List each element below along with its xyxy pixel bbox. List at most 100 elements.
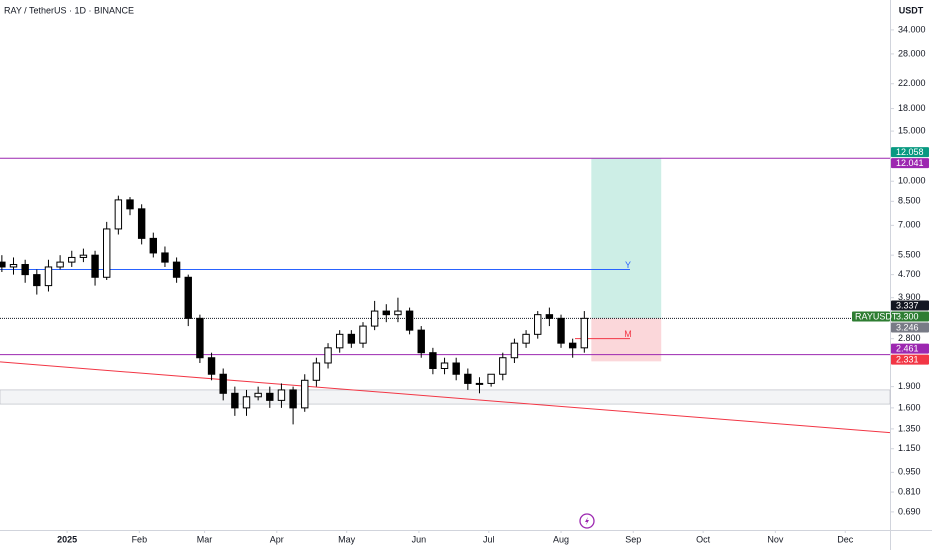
candle-body xyxy=(301,379,309,409)
candle-body xyxy=(242,396,251,409)
candle-body xyxy=(172,261,181,278)
symbol-badge xyxy=(852,311,890,322)
candle-body xyxy=(266,392,274,401)
candle-body xyxy=(324,347,332,364)
y-tick-label: 3.900 xyxy=(898,292,921,302)
candle-body xyxy=(417,329,425,354)
candle-body xyxy=(114,199,123,230)
price-badge-label: 12.041 xyxy=(896,158,924,168)
candle-body xyxy=(440,362,449,369)
price-badge xyxy=(891,354,929,365)
candle-body xyxy=(394,310,402,316)
candle-body xyxy=(580,317,589,349)
candle-body xyxy=(405,310,414,331)
flash-icon xyxy=(579,513,595,529)
labels-layer: 34.000 28.000 22.000 18.000 15.000 10.000 8.50… xyxy=(57,24,929,544)
y-tick-label: 8.500 xyxy=(898,196,921,206)
segment-label: M xyxy=(624,329,632,339)
candle-body xyxy=(126,199,134,210)
candle-body xyxy=(21,264,29,276)
price-badge-label: 3.246 xyxy=(896,322,919,332)
x-tick-label: Jul xyxy=(483,534,495,544)
price-badge xyxy=(891,311,929,322)
x-tick-label: 2025 xyxy=(57,534,77,544)
candle-body xyxy=(149,237,158,254)
candles-layer xyxy=(0,195,589,425)
candle-body xyxy=(522,333,530,344)
candle-body xyxy=(161,252,169,263)
x-tick-label: Jun xyxy=(412,534,427,544)
y-tick-label: 28.000 xyxy=(898,48,926,58)
candle-body xyxy=(499,357,507,375)
x-tick-label: May xyxy=(338,534,356,544)
candle-body xyxy=(196,317,204,359)
y-tick-label: 5.500 xyxy=(898,250,921,260)
price-badge-label: 12.058 xyxy=(896,147,924,157)
x-tick-label: Sep xyxy=(625,534,641,544)
candle-body xyxy=(487,373,495,384)
price-badge xyxy=(891,322,929,333)
candle-body xyxy=(429,352,437,369)
y-tick-label: 34.000 xyxy=(898,24,926,34)
chart-title: RAY / TetherUS · 1D · BINANCE xyxy=(4,5,134,15)
candle-body xyxy=(545,314,554,319)
candle-body xyxy=(254,392,262,398)
segment-label: Y xyxy=(625,260,631,270)
x-tick-label: Aug xyxy=(553,534,569,544)
candle-body xyxy=(289,389,297,409)
y-tick-label: 2.800 xyxy=(898,333,921,343)
candle-body xyxy=(68,256,76,263)
candle-body xyxy=(277,389,286,401)
candle-body xyxy=(9,264,18,268)
candle-body xyxy=(207,357,216,375)
profit-zone xyxy=(591,158,662,319)
y-tick-label: 22.000 xyxy=(898,78,926,88)
x-tick-label: Dec xyxy=(837,534,854,544)
trend-line xyxy=(0,361,891,434)
y-tick-label: 15.000 xyxy=(898,125,926,135)
y-tick-label: 0.810 xyxy=(898,486,921,496)
x-tick-label: Oct xyxy=(696,534,711,544)
candle-body xyxy=(312,362,321,381)
candle-body xyxy=(475,382,484,385)
candle-body xyxy=(510,342,519,359)
candle-body xyxy=(103,228,111,278)
price-badge xyxy=(891,147,929,158)
x-tick-label: Nov xyxy=(767,534,784,544)
y-tick-label: 1.350 xyxy=(898,423,921,433)
candle-body xyxy=(464,373,472,384)
y-tick-label: 1.600 xyxy=(898,402,921,412)
candle-body xyxy=(557,317,565,344)
candle-body xyxy=(219,373,227,394)
candle-body xyxy=(137,208,146,239)
candle-body xyxy=(231,392,239,409)
y-tick-label: 1.150 xyxy=(898,443,921,453)
candle-body xyxy=(452,362,460,375)
candle-body xyxy=(382,310,390,316)
candle-body xyxy=(79,254,88,258)
candle-body xyxy=(184,276,192,319)
candle-body xyxy=(534,314,542,335)
price-badge-label: 3.337 xyxy=(896,300,919,310)
price-badge xyxy=(891,343,929,354)
y-tick-label: 7.000 xyxy=(898,220,921,230)
candle-body xyxy=(347,333,356,344)
price-badge-label: 3.300 xyxy=(896,311,919,321)
x-tick-label: Mar xyxy=(197,534,213,544)
price-badge xyxy=(891,300,929,311)
y-tick-label: 4.700 xyxy=(898,269,921,279)
x-tick-label: Feb xyxy=(132,534,148,544)
candle-body xyxy=(33,274,41,287)
x-tick-label: Apr xyxy=(270,534,284,544)
candle-body xyxy=(359,325,367,344)
candle-body xyxy=(56,261,64,268)
lines-layer xyxy=(0,157,891,434)
candle-body xyxy=(91,254,99,278)
y-tick-label: 1.900 xyxy=(898,381,921,391)
y-tick-label: 18.000 xyxy=(898,103,926,113)
candle-body xyxy=(335,333,344,349)
